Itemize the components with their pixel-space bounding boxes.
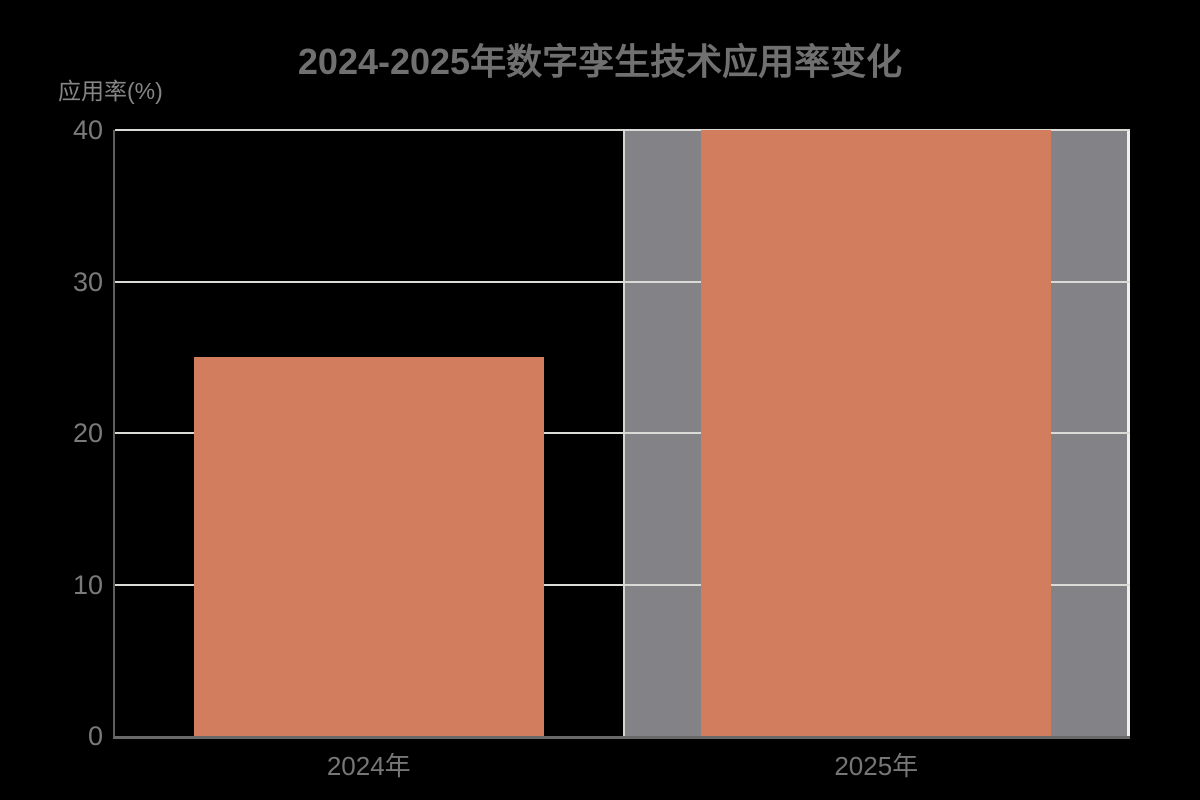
gridline-y-20 (115, 432, 1130, 434)
x-tick-label-2025年: 2025年 (834, 751, 919, 781)
gridline-y-30 (115, 280, 1130, 283)
gridline-y-40 (115, 129, 1130, 131)
y-tick-label-20: 20 (72, 418, 103, 448)
bar-2024年 (193, 357, 544, 736)
bar-2025年 (701, 130, 1052, 736)
bar-layer (115, 130, 1130, 736)
gridline-layer (115, 129, 1130, 736)
y-tick-label-10: 10 (72, 569, 103, 600)
chart-title: 2024-2025年数字孪生技术应用率变化 (297, 41, 903, 82)
y-tick-label-30: 30 (72, 266, 103, 297)
plot-area (113, 129, 1130, 739)
x-tick-label-2024年: 2024年 (326, 751, 411, 781)
y-axis-title: 应用率(%) (58, 78, 163, 104)
y-tick-label-40: 40 (72, 115, 103, 145)
y-tick-label-0: 0 (87, 721, 103, 751)
gridline-y-10 (115, 583, 1130, 586)
